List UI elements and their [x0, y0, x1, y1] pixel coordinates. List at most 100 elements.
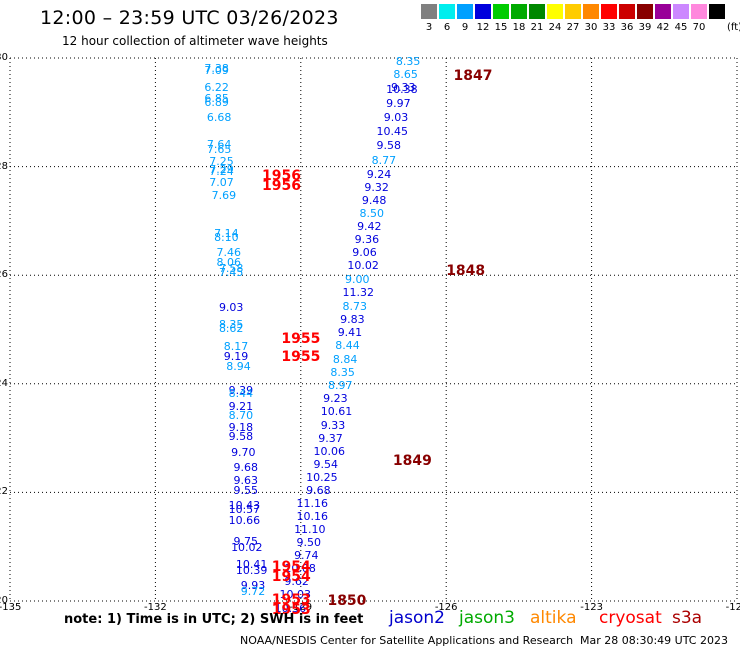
- wave-height-value: 9.48: [361, 194, 387, 208]
- wave-height-value: 7.14: [214, 226, 239, 240]
- scale-swatch: [547, 4, 563, 19]
- wave-height-value: 9.06: [352, 246, 377, 260]
- wave-height-value: 7.29: [209, 163, 234, 177]
- wave-height-value: 9.03: [383, 111, 409, 125]
- latitude-label: 20: [0, 595, 8, 606]
- wave-height-value: 8.94: [226, 359, 251, 373]
- wave-height-value: 8.70: [228, 409, 254, 423]
- scale-swatch: [619, 4, 635, 19]
- wave-height-value: 9.93: [240, 578, 266, 592]
- scale-swatch: [709, 4, 725, 19]
- wave-height-value: 9.32: [364, 180, 389, 194]
- scale-label: 42: [656, 22, 670, 33]
- wave-height-value: 9.97: [386, 97, 411, 111]
- wave-height-value: 9.18: [228, 421, 254, 435]
- longitude-label: -123: [580, 602, 603, 613]
- wave-height-value: 11.16: [296, 497, 328, 511]
- wave-height-value: 8.65: [393, 68, 418, 82]
- scale-label: 18: [512, 22, 526, 33]
- wave-height-value: 9.68: [233, 460, 258, 474]
- footnote: note: 1) Time is in UTC; 2) SWH is in fe…: [64, 612, 364, 627]
- scale-swatch: [637, 4, 653, 19]
- wave-height-value: 8.50: [359, 207, 385, 221]
- credit-line: NOAA/NESDIS Center for Satellite Applica…: [240, 634, 574, 647]
- wave-height-value: 9.37: [318, 431, 343, 445]
- wave-height-value: 9.19: [223, 349, 249, 363]
- scale-swatch: [601, 4, 617, 19]
- scale-swatch: [457, 4, 473, 19]
- scale-label: 24: [548, 22, 562, 33]
- wave-height-value: 7.09: [204, 64, 229, 78]
- latitude-label: 26: [0, 269, 8, 281]
- pass-time-label: 1848: [446, 262, 486, 279]
- wave-height-value: 7.64: [206, 137, 232, 151]
- wave-height-value: 8.06: [216, 256, 242, 270]
- wave-height-value: 9.21: [228, 399, 254, 413]
- wave-height-value: 9.54: [313, 457, 338, 471]
- longitude-label: -132: [144, 602, 167, 613]
- wave-height-value: 10.43: [228, 499, 261, 513]
- wave-height-value: 10.25: [306, 470, 338, 484]
- wave-height-value: 10.56: [274, 601, 307, 615]
- wave-height-value: 10.66: [228, 513, 261, 527]
- scale-swatch: [421, 4, 437, 19]
- satellite-name-jason2: jason2: [389, 608, 445, 628]
- scale-unit-label: (ft): [727, 22, 740, 33]
- wave-height-value: 9.62: [284, 575, 309, 589]
- wave-height-value: 7.65: [206, 143, 232, 157]
- scale-swatch: [655, 4, 671, 19]
- wave-height-value: 10.41: [235, 558, 268, 572]
- scale-label: 39: [638, 22, 652, 33]
- scale-label: 12: [476, 22, 490, 33]
- scale-swatch: [511, 4, 527, 19]
- scale-swatch: [439, 4, 455, 19]
- scale-label: 30: [584, 22, 598, 33]
- scale-label: 27: [566, 22, 580, 33]
- latitude-label: 28: [0, 160, 8, 172]
- generation-timestamp: Mar 28 08:30:49 UTC 2023: [580, 634, 728, 647]
- satellite-name-altika: altika: [530, 608, 577, 628]
- scale-label: 3: [425, 22, 433, 33]
- scale-label: 33: [602, 22, 616, 33]
- wave-height-value: 7.58: [218, 261, 244, 275]
- scale-swatch: [691, 4, 707, 19]
- wave-height-value: 8.17: [223, 339, 249, 353]
- scale-label: 9: [461, 22, 469, 33]
- longitude-label: -135: [0, 602, 22, 613]
- wave-height-value: 6.85: [204, 92, 229, 106]
- map-subtitle: 12 hour collection of altimeter wave hei…: [62, 34, 328, 48]
- latitude-label: 24: [0, 377, 8, 389]
- wave-height-value: 7.46: [216, 246, 242, 260]
- wave-height-value: 9.00: [344, 273, 370, 286]
- wave-height-value: 9.24: [366, 167, 392, 181]
- wave-height-value: 8.10: [214, 230, 239, 244]
- wave-height-value: 8.73: [342, 299, 368, 313]
- wave-height-value: 6.22: [204, 80, 229, 94]
- wave-height-value: 8.62: [218, 321, 244, 335]
- scale-label: 36: [620, 22, 634, 33]
- longitude-label: -126: [434, 602, 458, 613]
- wave-height-value: 9.33: [391, 80, 416, 94]
- wave-height-value: 9.58: [376, 139, 401, 153]
- wave-height-value: 7.45: [218, 266, 244, 280]
- wave-height-value: 10.45: [376, 125, 408, 139]
- wave-height-value: 10.02: [347, 259, 379, 273]
- pass-time-label: 1954: [271, 568, 311, 585]
- wave-height-value: 8.77: [371, 153, 397, 167]
- wave-height-value: 6.68: [206, 110, 232, 124]
- satellite-name-cryosat: cryosat: [599, 608, 662, 628]
- pass-time-label: 1850: [327, 593, 367, 609]
- wave-height-value: 10.02: [231, 540, 263, 554]
- wave-height-value: 10.39: [235, 563, 268, 577]
- wave-height-value: 7.38: [204, 61, 229, 75]
- map-title: 12:00 – 23:59 UTC 03/26/2023: [40, 7, 339, 29]
- wave-height-value: 8.35: [218, 318, 244, 332]
- wave-height-value: 9.58: [228, 429, 254, 443]
- satellite-name-jason3: jason3: [459, 608, 515, 628]
- wave-height-value: 9.68: [306, 483, 331, 497]
- wave-height-value: 9.63: [233, 473, 258, 487]
- wave-height-value: 9.74: [294, 549, 319, 563]
- scale-swatch: [493, 4, 509, 19]
- wave-height-value: 8.44: [335, 339, 360, 353]
